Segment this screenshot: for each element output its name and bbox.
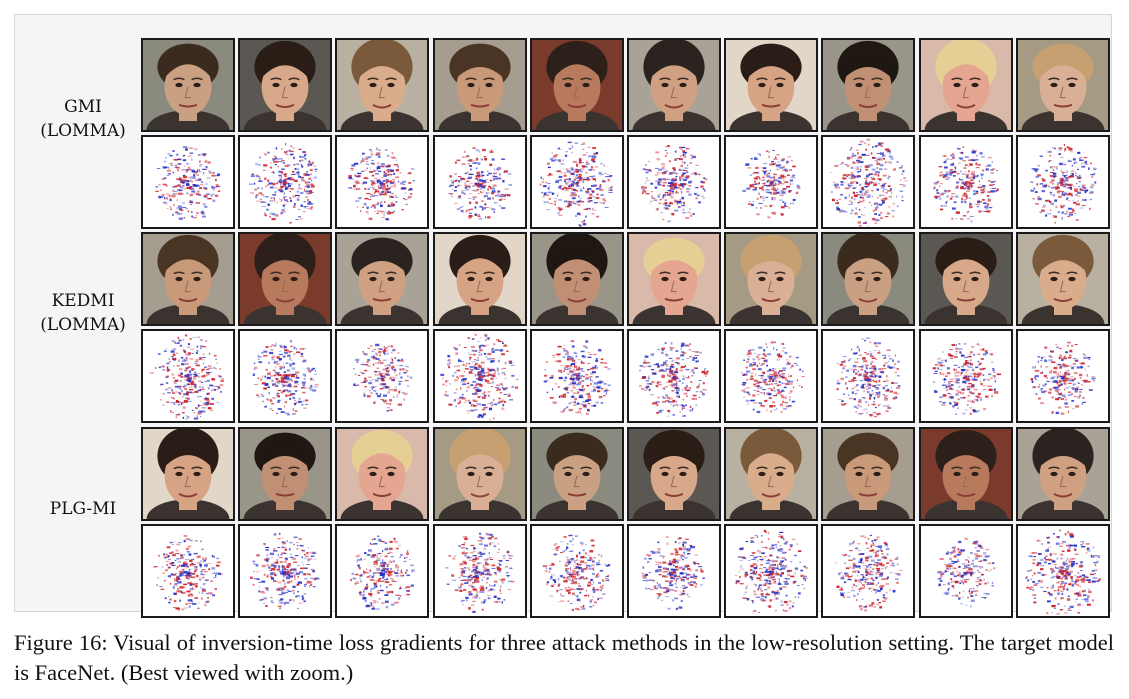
loss-gradient-map [918,135,1013,229]
reconstructed-face-image [1015,38,1110,132]
reconstructed-face-image [335,427,430,521]
reconstructed-face-image [1015,427,1110,521]
reconstructed-face-image [238,38,333,132]
loss-gradient-map [432,135,527,229]
loss-gradient-map [335,329,430,423]
loss-gradient-map [821,329,916,423]
reconstructed-face-image [724,427,819,521]
reconstructed-face-image [335,232,430,326]
reconstructed-face-image [529,38,624,132]
reconstructed-face-image [529,427,624,521]
loss-gradient-map [1015,329,1110,423]
reconstructed-face-image [141,232,235,326]
row-label-kedmi: KEDMI (LOMMA) [15,289,151,337]
reconstructed-face-image [627,232,721,326]
loss-gradient-map [238,524,333,618]
loss-gradient-map [529,329,624,423]
reconstructed-face-image [141,427,235,521]
reconstructed-face-image [432,232,527,326]
loss-gradient-map [724,329,819,423]
row-label-plgmi: PLG-MI [15,497,151,521]
row-label-line: GMI [64,97,102,117]
row-label-gmi: GMI (LOMMA) [15,95,151,143]
loss-gradient-map [529,524,624,618]
loss-gradient-map [918,329,1013,423]
reconstructed-face-image [141,38,235,132]
reconstructed-face-image [1015,232,1110,326]
row-label-line: (LOMMA) [40,315,126,335]
loss-gradient-map [335,524,430,618]
reconstructed-face-image [238,427,333,521]
row-label-line: (LOMMA) [40,121,126,141]
loss-gradient-map [141,524,235,618]
figure-panel: GMI (LOMMA) KEDMI (LOMMA) PLG-MI [14,14,1112,618]
reconstructed-face-image [432,427,527,521]
reconstructed-face-image [529,232,624,326]
figure-caption: Figure 16: Visual of inversion-time loss… [14,630,1114,685]
reconstructed-face-image [821,232,916,326]
loss-gradient-map [724,524,819,618]
loss-gradient-map [238,135,333,229]
loss-gradient-map [627,524,721,618]
loss-gradient-map [1015,524,1110,618]
reconstructed-face-image [627,38,721,132]
row-label-line: KEDMI [51,291,115,311]
reconstructed-face-image [821,427,916,521]
loss-gradient-map [238,329,333,423]
loss-gradient-map [821,135,916,229]
loss-gradient-map [141,329,235,423]
loss-gradient-map [432,524,527,618]
row-label-line: PLG-MI [49,499,117,519]
loss-gradient-map [335,135,430,229]
loss-gradient-map [1015,135,1110,229]
loss-gradient-map [141,135,235,229]
reconstructed-face-image [432,38,527,132]
reconstructed-face-image [918,232,1013,326]
reconstructed-face-image [627,427,721,521]
reconstructed-face-image [918,38,1013,132]
reconstructed-face-image [724,232,819,326]
reconstructed-face-image [724,38,819,132]
loss-gradient-map [724,135,819,229]
loss-gradient-map [627,135,721,229]
reconstructed-face-image [918,427,1013,521]
loss-gradient-map [529,135,624,229]
reconstructed-face-image [821,38,916,132]
reconstructed-face-image [335,38,430,132]
loss-gradient-map [821,524,916,618]
loss-gradient-map [918,524,1013,618]
loss-gradient-map [432,329,527,423]
reconstructed-face-image [238,232,333,326]
loss-gradient-map [627,329,721,423]
